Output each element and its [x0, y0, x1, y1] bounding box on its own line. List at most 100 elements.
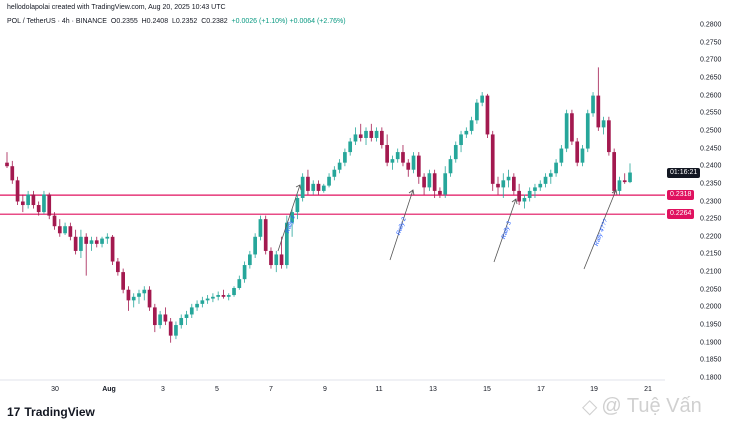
time-tick-label: 9: [323, 386, 327, 393]
price-tick-label: 0.2700: [700, 56, 722, 64]
candle-body: [105, 236, 110, 239]
tradingview-logo[interactable]: 17 TradingView: [7, 405, 95, 419]
candle-body: [453, 145, 458, 160]
candle-body: [189, 307, 194, 315]
rally-4-arrow[interactable]: [583, 189, 618, 270]
price-tick-label: 0.2150: [700, 250, 722, 258]
price-tick-label: 0.2100: [700, 268, 722, 276]
candle-body: [385, 145, 389, 163]
price-tick-label: 0.1950: [700, 321, 722, 329]
candle-body: [353, 134, 358, 142]
candle-body: [279, 254, 284, 266]
candle-body: [47, 194, 52, 216]
time-tick-label: 5: [215, 386, 219, 393]
candle-body: [548, 173, 553, 177]
candle-body: [580, 148, 585, 163]
candle-body: [126, 289, 131, 301]
candle-body: [211, 296, 215, 299]
candle-body: [570, 113, 574, 142]
open-value: O0.2355: [110, 18, 138, 25]
candle-body: [52, 215, 57, 227]
candle-body: [15, 180, 20, 202]
price-tick-label: 0.2650: [700, 74, 722, 82]
candle-body: [195, 303, 199, 308]
price-tick-label: 0.2500: [700, 127, 722, 135]
change-value: +0.0026 (+1.10%) +0.0064 (+2.76%): [231, 18, 346, 25]
candle-body: [284, 222, 289, 266]
candle-body: [448, 159, 453, 174]
candle-body: [496, 183, 500, 188]
candle-body: [258, 219, 263, 237]
candle-body: [358, 134, 363, 138]
candle-body: [237, 279, 242, 288]
time-tick-label: 15: [483, 386, 491, 393]
candle-body: [374, 130, 379, 138]
rally-2-arrow[interactable]: [389, 189, 415, 261]
candle-body: [163, 314, 168, 322]
candle-body: [364, 130, 368, 138]
candle-body: [248, 254, 252, 266]
rally-arrows[interactable]: [277, 184, 618, 270]
candle-body: [221, 295, 226, 297]
symbol-name[interactable]: POL / TetherUS · 4h · BINANCE: [7, 18, 107, 25]
price-tick-label: 0.2350: [700, 180, 722, 188]
support-lower-tag: 0.2264: [667, 209, 695, 220]
candle-body: [575, 141, 580, 163]
time-tick-label: 13: [429, 386, 437, 393]
chart-credit: hellodolapolai created with TradingView.…: [7, 4, 226, 11]
candle-body: [300, 176, 305, 198]
candle-body: [490, 134, 495, 184]
candle-body: [36, 205, 41, 213]
time-tick-label: 11: [375, 386, 383, 393]
candle-body: [10, 166, 15, 181]
candle-body: [564, 113, 569, 149]
candle-body: [327, 176, 331, 186]
candle-body: [20, 201, 25, 206]
candle-body: [533, 187, 537, 191]
candle-body: [607, 120, 611, 153]
price-tick-label: 0.2200: [700, 233, 722, 241]
price-tick-label: 0.2250: [700, 215, 722, 223]
price-tick-label: 0.2000: [700, 303, 722, 311]
price-tick-label: 0.2800: [700, 21, 722, 29]
candle-body: [395, 152, 400, 160]
candle-body: [26, 194, 30, 206]
price-tick-label: 0.2450: [700, 145, 722, 153]
price-tick-label: 0.1800: [700, 374, 722, 382]
tradingview-logo-text: TradingView: [24, 405, 95, 419]
candle-body: [63, 226, 67, 234]
candle-body: [390, 159, 395, 163]
candle-body: [184, 314, 189, 318]
candle-body: [416, 155, 421, 177]
price-tick-label: 0.2400: [700, 162, 722, 170]
candle-body: [343, 152, 347, 163]
candle-body: [427, 173, 432, 188]
candle-body: [216, 295, 221, 297]
candle-body: [464, 130, 469, 135]
candle-body: [295, 197, 300, 213]
candle-body: [79, 236, 83, 251]
candle-body: [316, 183, 321, 191]
price-tick-label: 0.2300: [700, 198, 722, 205]
candle-body: [68, 226, 73, 237]
candle-body: [369, 130, 374, 138]
candle-body: [174, 325, 178, 336]
time-tick-label: 21: [644, 386, 652, 393]
candle-body: [205, 298, 210, 301]
candle-body: [232, 287, 236, 296]
rally-3-arrow[interactable]: [493, 198, 518, 263]
candle-body: [337, 162, 342, 170]
time-tick-label: Aug: [102, 386, 116, 393]
candle-body: [269, 250, 273, 266]
rally-1-arrow[interactable]: [277, 184, 302, 252]
symbol-legend: POL / TetherUS · 4h · BINANCE O0.2355 H0…: [7, 18, 346, 25]
candle-body: [411, 155, 416, 170]
candle-body: [480, 95, 485, 103]
candle-body: [559, 148, 564, 163]
candle-body: [200, 300, 205, 304]
candle-body: [226, 295, 231, 297]
candle-body: [263, 219, 268, 251]
candle-body: [511, 176, 516, 191]
candle-body: [137, 293, 141, 297]
